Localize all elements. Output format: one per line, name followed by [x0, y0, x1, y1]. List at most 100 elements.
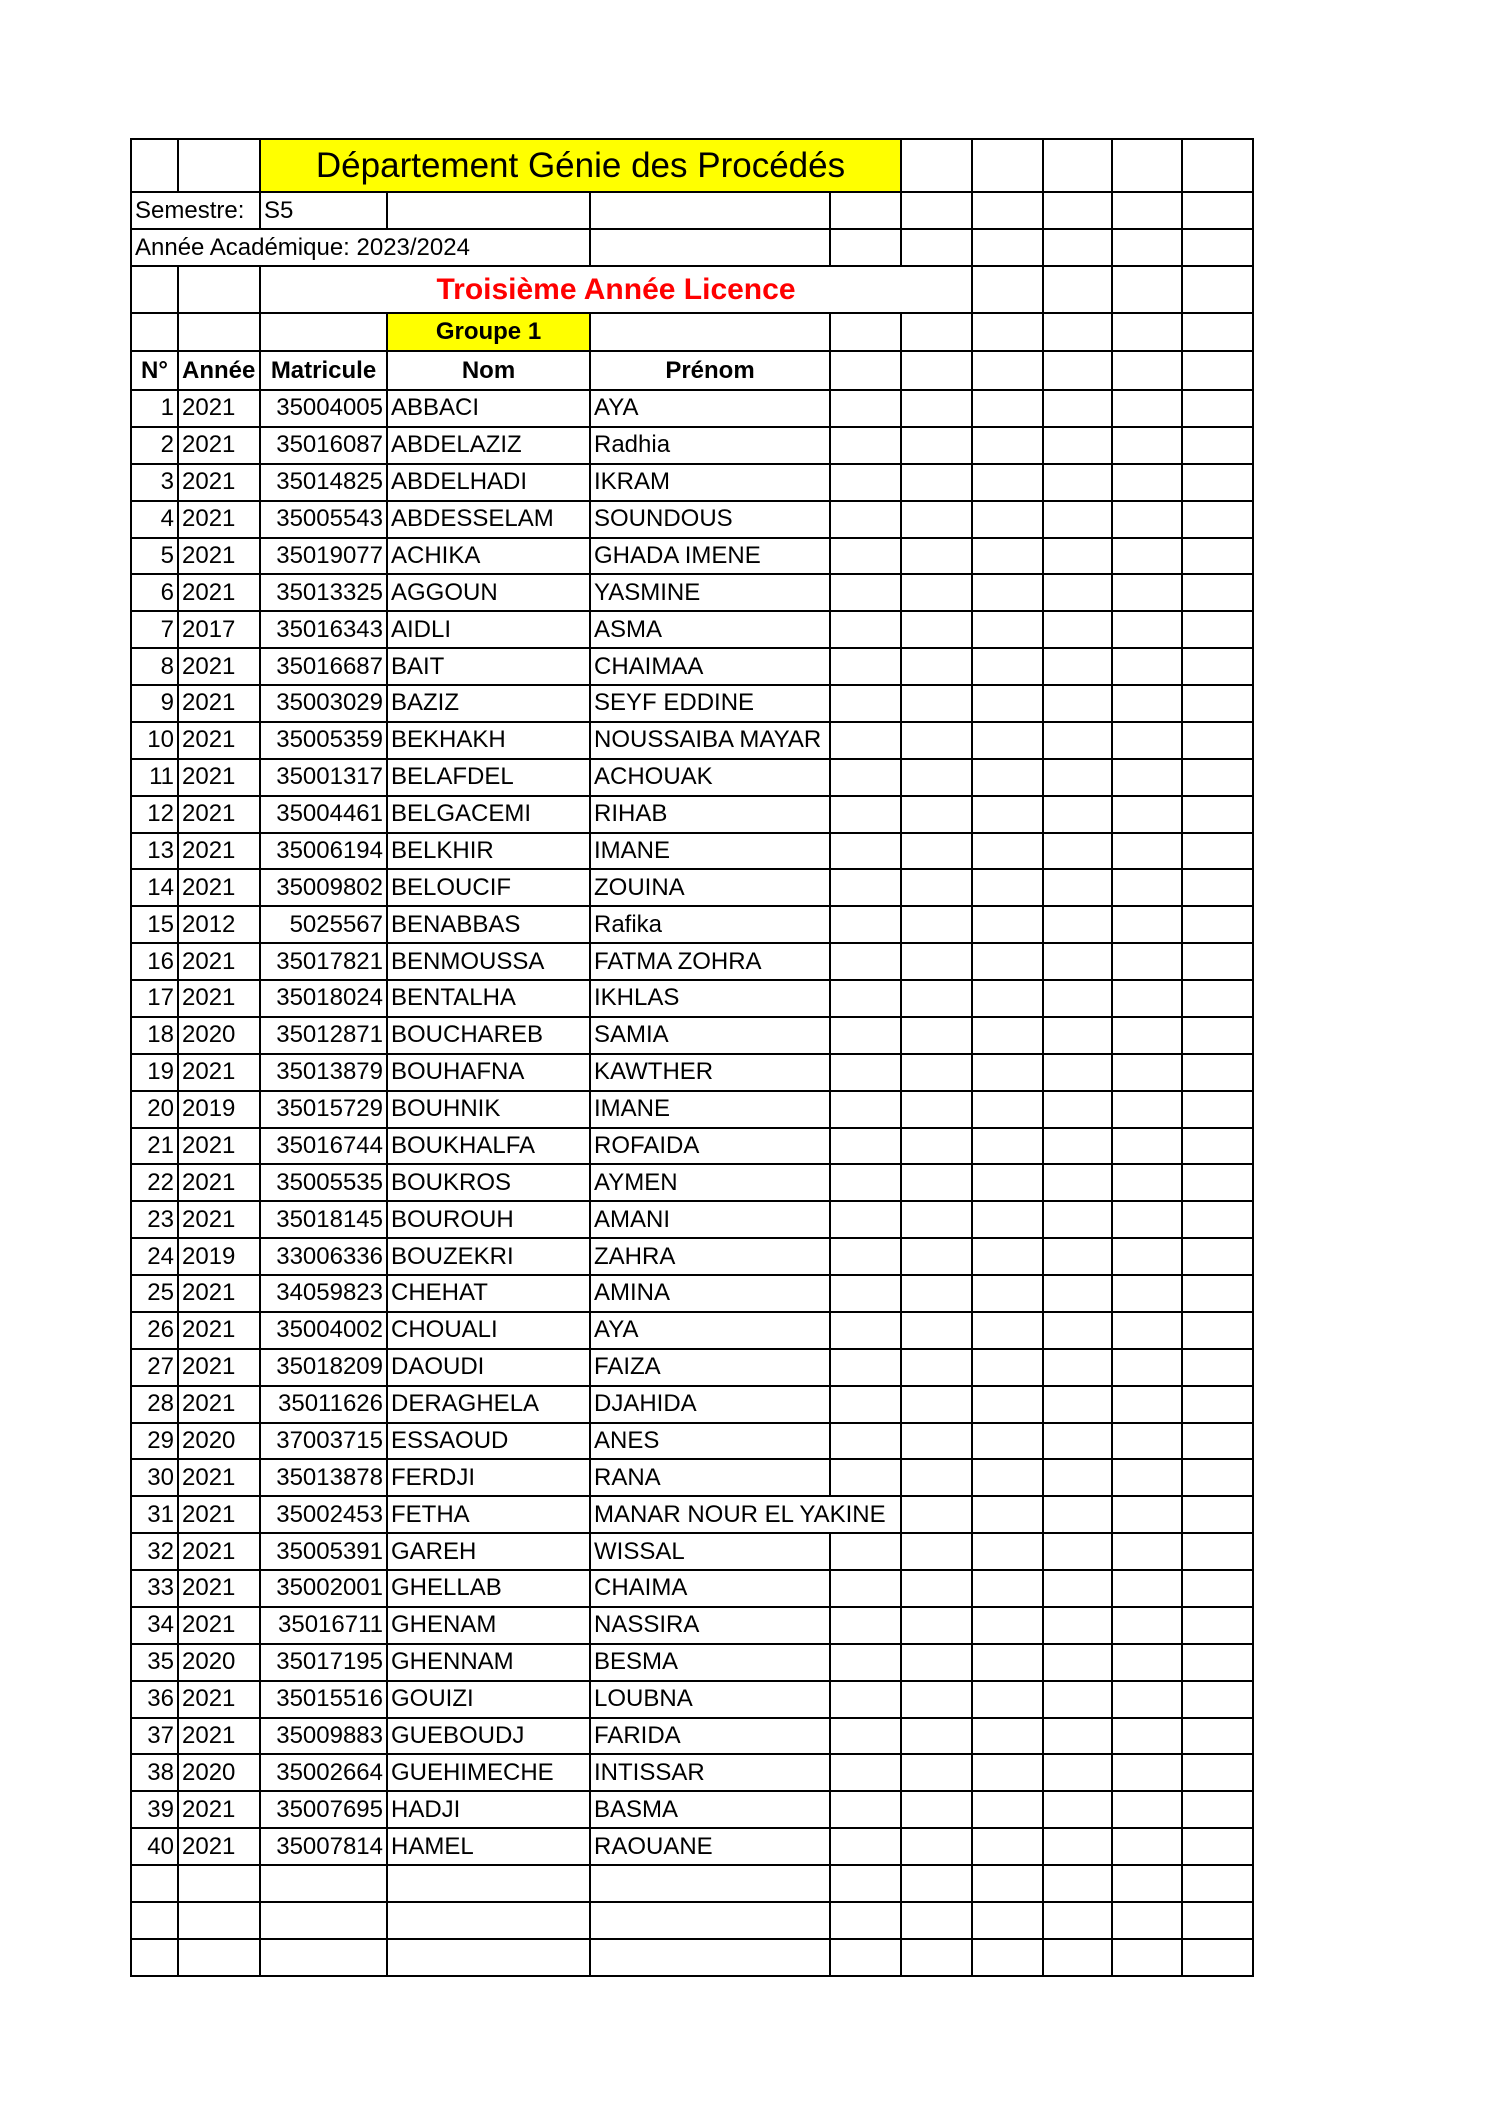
cell	[900, 425, 973, 465]
matricule: 35015516	[259, 1679, 388, 1719]
table-row	[130, 1937, 1254, 1977]
cell	[1111, 1716, 1183, 1756]
last-name: DERAGHELA	[386, 1384, 591, 1424]
cell	[1042, 1458, 1113, 1498]
matricule: 35013878	[259, 1458, 388, 1498]
cell	[1042, 425, 1113, 465]
number: 13	[130, 831, 179, 871]
bac-year: 2021	[177, 942, 261, 981]
first-name: FARIDA	[589, 1716, 831, 1756]
cell	[829, 1864, 902, 1903]
cell	[829, 1310, 902, 1350]
student-list: Département Génie des Procédés Semestre: S…	[130, 138, 1254, 1977]
first-name: RAOUANE	[589, 1827, 831, 1866]
cell	[130, 1864, 179, 1903]
matricule: 35011626	[259, 1384, 388, 1424]
bac-year: 2020	[177, 1421, 261, 1461]
cell	[1181, 1790, 1254, 1830]
cell	[1042, 1532, 1113, 1571]
first-name: CHAIMAA	[589, 647, 831, 686]
cell	[829, 350, 902, 391]
cell	[1111, 1642, 1183, 1682]
cell	[1181, 1642, 1254, 1682]
cell	[829, 831, 902, 871]
last-name: BELAFDEL	[386, 757, 591, 797]
matricule: 35003029	[259, 684, 388, 723]
bac-year: 2021	[177, 536, 261, 576]
first-name: WISSAL	[589, 1532, 831, 1571]
cell	[971, 647, 1044, 686]
first-name: SOUNDOUS	[589, 499, 831, 539]
cell	[386, 1864, 591, 1903]
bac-year: 2021	[177, 1605, 261, 1645]
cell	[900, 312, 973, 352]
cell	[971, 1421, 1044, 1461]
cell	[1181, 191, 1254, 230]
first-name: IKRAM	[589, 462, 831, 502]
cell	[1111, 684, 1183, 723]
cell	[1111, 389, 1183, 428]
cell	[130, 1900, 179, 1940]
cell	[130, 1937, 179, 1977]
cell	[900, 1569, 973, 1608]
cell	[177, 1937, 261, 1977]
table-row: 21 2021 35016744 BOUKHALFA ROFAIDA	[130, 1126, 1254, 1166]
cell	[900, 647, 973, 686]
cell	[1042, 1089, 1113, 1129]
cell	[971, 1937, 1044, 1977]
cell	[829, 1421, 902, 1461]
bac-year: 2021	[177, 1679, 261, 1719]
table-row: 7 2017 35016343 AIDLI ASMA	[130, 610, 1254, 650]
cell	[900, 757, 973, 797]
last-name: FETHA	[386, 1495, 591, 1535]
cell	[1111, 1937, 1183, 1977]
table-row: 38 2020 35002664 GUEHIMECHE INTISSAR	[130, 1753, 1254, 1793]
cell	[900, 1089, 973, 1129]
cell	[971, 1458, 1044, 1498]
first-name: ASMA	[589, 610, 831, 650]
last-name: ABBACI	[386, 389, 591, 428]
cell	[1181, 647, 1254, 686]
cell	[971, 1532, 1044, 1571]
first-name: FAIZA	[589, 1347, 831, 1387]
cell	[829, 1753, 902, 1793]
cell	[1042, 1864, 1113, 1903]
cell	[900, 1864, 973, 1903]
cell	[829, 191, 902, 230]
cell	[1111, 425, 1183, 465]
bac-year: 2021	[177, 499, 261, 539]
cell	[1042, 1347, 1113, 1387]
cell	[829, 425, 902, 465]
cell	[971, 1753, 1044, 1793]
number: 4	[130, 499, 179, 539]
last-name: BOUZEKRI	[386, 1237, 591, 1276]
cell	[900, 228, 973, 267]
cell	[829, 1237, 902, 1276]
cell	[1111, 720, 1183, 760]
cell	[1042, 350, 1113, 391]
cell	[1181, 425, 1254, 465]
cell	[829, 1089, 902, 1129]
cell	[1111, 573, 1183, 613]
table-row: 23 2021 35018145 BOUROUH AMANI	[130, 1200, 1254, 1240]
last-name: HADJI	[386, 1790, 591, 1830]
bac-year: 2017	[177, 610, 261, 650]
table-row: 10 2021 35005359 BEKHAKH NOUSSAIBA MAYAR	[130, 720, 1254, 760]
department-title: Département Génie des Procédés	[259, 138, 902, 193]
first-name: ROFAIDA	[589, 1126, 831, 1166]
first-name: AMINA	[589, 1274, 831, 1313]
cell	[259, 1937, 388, 1977]
table-row: 37 2021 35009883 GUEBOUDJ FARIDA	[130, 1716, 1254, 1756]
cell	[1111, 1458, 1183, 1498]
cell	[1181, 1089, 1254, 1129]
cell	[971, 1089, 1044, 1129]
table-row: 28 2021 35011626 DERAGHELA DJAHIDA	[130, 1384, 1254, 1424]
number: 37	[130, 1716, 179, 1756]
cell	[1042, 1421, 1113, 1461]
cell	[259, 1900, 388, 1940]
cell	[1111, 794, 1183, 834]
bac-year: 2021	[177, 1274, 261, 1313]
cell	[900, 573, 973, 613]
last-name: ACHIKA	[386, 536, 591, 576]
